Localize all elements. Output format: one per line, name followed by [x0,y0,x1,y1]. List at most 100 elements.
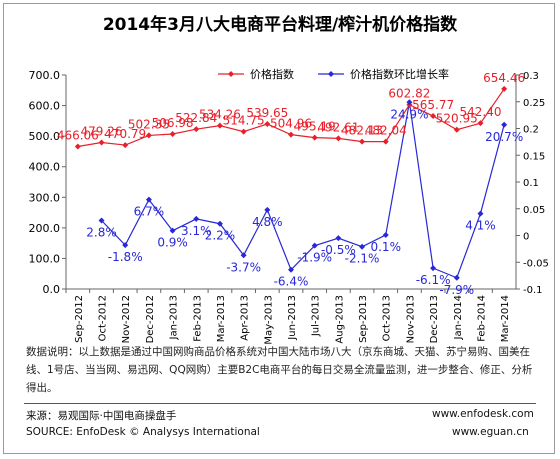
price-index-label: 495.19 [294,120,336,134]
growth-rate-label: -6.1% [416,273,451,287]
price-index-label: 602.82 [388,87,430,101]
growth-rate-point [335,235,342,242]
growth-rate-label: 6.7% [134,205,165,219]
x-tick-label: Mar-2013 [216,295,227,342]
growth-rate-point [406,99,413,106]
price-index-label: 542.40 [459,105,501,119]
legend-growth-label: 价格指数环比增长率 [350,67,449,81]
right-tick-label: 0.15 [523,151,545,162]
price-index-point [216,122,223,129]
left-tick-label: 600.0 [29,100,61,113]
x-tick-label: Aug-2013 [334,295,345,344]
right-tick-label: -0.1 [523,285,543,296]
price-index-label: 534.26 [199,108,241,122]
right-tick-label: 0.2 [523,125,539,136]
price-index-label: 492.61 [317,120,359,134]
x-tick-label: Nov-2013 [405,295,416,343]
x-tick-label: Oct-2012 [98,295,109,341]
x-tick-label: Feb-2013 [192,295,203,342]
price-index-point [145,132,152,139]
x-tick-label: Dec-2013 [429,295,440,343]
price-index-label: 654.46 [483,71,525,85]
x-tick-label: Jan-2013 [169,295,180,340]
price-index-point [359,138,366,145]
price-index-point [477,120,484,127]
growth-rate-label: -3.7% [226,260,261,274]
growth-rate-point [264,206,271,213]
growth-rate-point [145,196,152,203]
growth-rate-label: 4.8% [252,215,283,229]
price-index-point [335,135,342,142]
price-index-label: 504.96 [270,117,312,131]
price-index-point [240,128,247,135]
url-enfodesk: www.enfodesk.com [432,408,534,420]
growth-rate-label: 3.1% [181,224,212,238]
right-tick-label: -0.05 [523,258,549,269]
x-tick-label: Feb-2014 [476,295,487,342]
legend-growth-marker [328,71,334,77]
price-index-point [264,121,271,128]
footer-divider [24,403,536,404]
growth-rate-point [382,231,389,238]
price-index-label: 482.13 [341,124,383,138]
price-index-label: 539.65 [246,106,288,120]
growth-rate-point [288,266,294,273]
growth-rate-point [430,265,437,272]
growth-rate-label: -1.9% [297,251,332,265]
left-tick-label: 400.0 [29,161,61,174]
price-index-point [453,126,460,133]
growth-rate-label: 2.8% [86,226,117,240]
price-index-label: 502.35 [128,117,170,131]
right-tick-label: 0.25 [523,98,545,109]
price-index-point [122,142,129,149]
growth-rate-label: -0.5% [321,243,356,257]
x-tick-label: Mar-2014 [500,295,511,342]
growth-rate-label: 4.1% [465,219,496,233]
growth-rate-label: 0.1% [370,240,401,254]
price-index-label: 506.98 [152,116,194,130]
price-index-point [169,131,176,138]
left-tick-label: 300.0 [29,191,61,204]
legend-price-label: 价格指数 [250,67,294,81]
right-tick-label: 0 [523,232,529,243]
x-tick-label: Jun-2013 [287,295,298,341]
growth-rate-point [477,210,484,217]
growth-rate-line [101,102,505,279]
x-tick-label: Nov-2012 [121,295,132,343]
price-index-point [193,126,200,133]
chart-title: 2014年3月八大电商平台料理/榨汁机价格指数 [102,15,458,35]
price-index-label: 514.75 [223,114,265,128]
growth-rate-point [453,274,460,281]
x-tick-label: May-2013 [263,295,274,345]
price-index-point [430,113,437,120]
x-tick-label: Jul-2013 [311,295,322,337]
left-tick-label: 200.0 [29,222,61,235]
growth-rate-label: 24.9% [390,107,428,121]
price-index-label: 565.77 [412,98,454,112]
growth-rate-label: 20.7% [485,130,523,144]
left-tick-label: 700.0 [29,69,61,82]
growth-rate-point [193,215,200,222]
growth-rate-label: -6.4% [274,275,309,289]
legend-price-marker [228,71,234,77]
price-index-point [98,139,105,146]
left-tick-label: 0.0 [43,283,61,296]
price-index-point [311,134,318,141]
growth-rate-label: -1.8% [108,250,143,264]
growth-rate-point [501,121,508,128]
right-tick-label: 0.3 [523,71,539,82]
price-index-point [288,131,294,138]
x-tick-label: Apr-2013 [240,295,251,341]
price-index-label: 520.95 [436,112,478,126]
growth-rate-label: 2.2% [205,229,236,243]
price-index-label: 482.04 [365,124,407,138]
growth-rate-point [98,217,105,224]
data-note: 数据说明：以上数据是通过中国网购商品价格系统对中国大陆市场八大（京东商城、天猫、… [26,346,533,394]
x-tick-label: Jan-2014 [453,295,464,340]
price-index-point [501,85,508,92]
x-tick-label: Oct-2013 [382,295,393,341]
price-index-label: 522.84 [175,111,217,125]
growth-rate-label: -7.9% [439,283,474,297]
source-cn: 来源：易观国际·中国电商操盘手 [26,410,177,422]
